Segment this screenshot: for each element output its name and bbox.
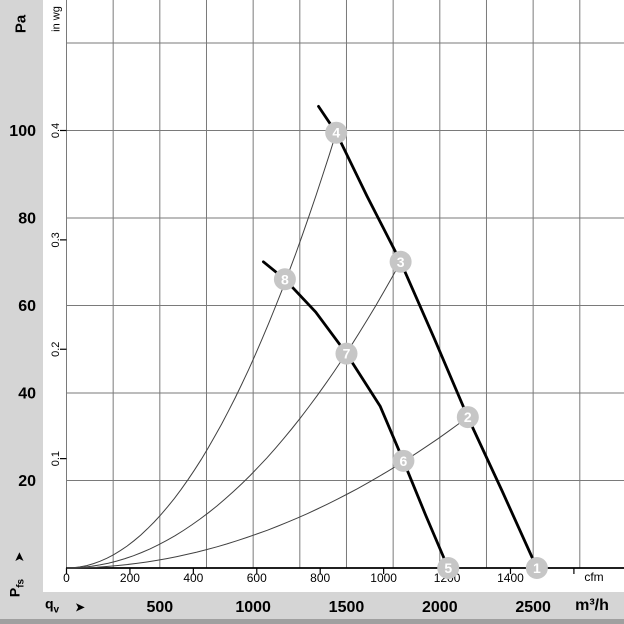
x-axis-title-sub: v [53,604,60,616]
inwg-tick-label: 0.4 [50,123,62,138]
cfm-tick-label: 800 [310,571,330,585]
pa-tick-label: 80 [18,211,36,228]
operating-point-4 [325,121,348,144]
pa-tick-label: 40 [18,386,36,403]
qv-axis-arrow-icon: ➤ [74,599,86,615]
operating-point-label-2: 2 [464,409,472,425]
system-parabola-b [66,261,402,569]
inwg-tick-label: 0.1 [50,451,62,466]
y-axis-title: Pfs [6,578,27,598]
m3h-tick-label: 2500 [515,599,551,616]
inwg-tick-label: 0.2 [50,342,62,357]
operating-point-label-3: 3 [397,254,405,270]
y-axis-title-base: P [6,587,23,598]
m3h-tick-label: 1500 [329,599,365,616]
operating-point-8 [273,268,296,291]
operating-point-label-1: 1 [533,560,541,576]
operating-point-label-8: 8 [281,271,289,287]
system-parabola-a [66,132,337,569]
operating-point-7 [335,342,358,365]
fan-curve-high-speed [317,105,539,570]
m3h-tick-label: 1000 [235,599,271,616]
system-parabola-c [66,416,469,569]
bottom-edge-strip [0,619,624,624]
x-axis-title-base: q [44,595,54,612]
operating-point-1 [525,557,548,579]
y-axis-unit-inwg: in wg [50,6,63,32]
pa-tick-label: 100 [9,123,36,140]
y-axis-title-sub: fs [15,578,27,588]
operating-point-label-6: 6 [400,453,408,469]
operating-point-label-7: 7 [343,346,351,362]
y-axis-unit-pa: Pa [12,14,30,34]
x-axis-title: qv [45,597,59,616]
m3h-tick-label: 2000 [422,599,458,616]
m3h-tick-label: 500 [146,599,173,616]
cfm-tick-label: 0 [63,571,70,585]
operating-point-5 [437,557,460,579]
cfm-tick-label: 200 [120,571,140,585]
operating-point-3 [389,250,412,273]
operating-point-label-4: 4 [332,125,340,141]
cfm-tick-label: 600 [247,571,267,585]
operating-point-2 [456,406,479,429]
left-margin-band [0,0,43,624]
operating-point-6 [392,449,415,472]
inwg-tick-label: 0.3 [50,232,62,247]
cfm-tick-label: 1000 [370,571,397,585]
bottom-margin-band [0,592,624,624]
operating-point-label-5: 5 [444,560,452,576]
cfm-tick-label: 400 [183,571,203,585]
pa-tick-label: 60 [18,298,36,315]
x-axis-unit-cfm: cfm [584,570,604,584]
pfs-axis-arrow-icon: ➤ [11,551,27,563]
x-axis-unit-m3h: m³/h [575,597,609,614]
cfm-tick-label: 1400 [497,571,524,585]
pa-tick-label: 20 [18,473,36,490]
